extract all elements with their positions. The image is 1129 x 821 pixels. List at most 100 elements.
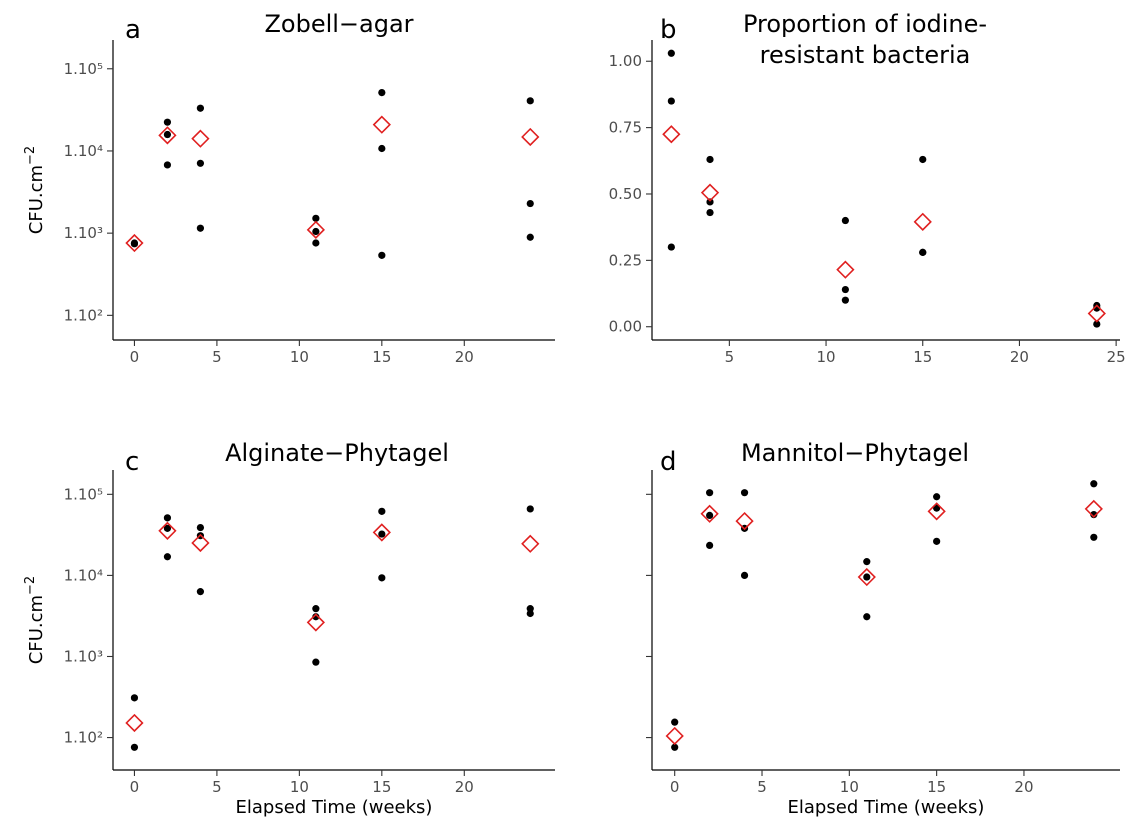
observation-point bbox=[163, 130, 172, 139]
y-tick-label: 1.10⁴ bbox=[64, 566, 103, 584]
panel-title-line: Proportion of iodine- bbox=[743, 10, 987, 38]
series-mean bbox=[125, 115, 540, 253]
panel-letter: c bbox=[125, 447, 139, 477]
observation-point bbox=[863, 558, 871, 566]
y-tick-label: 1.10³ bbox=[64, 224, 103, 242]
observation-point bbox=[919, 155, 927, 164]
x-tick-label: 20 bbox=[455, 778, 474, 796]
x-tick-label: 25 bbox=[1107, 348, 1126, 366]
series-mean bbox=[665, 499, 1103, 746]
x-tick-label: 0 bbox=[130, 778, 140, 796]
panel-title-line: resistant bacteria bbox=[760, 41, 971, 69]
panel-letter: b bbox=[660, 15, 677, 45]
observation-point bbox=[706, 541, 714, 550]
x-tick-label: 20 bbox=[1010, 348, 1029, 366]
panel-a: a Zobell−agar 0 5 10 15 20 1.10² 1.10³ 1.10⁴ 1.10⁵… bbox=[23, 10, 555, 366]
observation-point bbox=[933, 504, 941, 512]
observation-point bbox=[1090, 533, 1098, 541]
series-observations bbox=[130, 505, 534, 751]
observation-point bbox=[740, 489, 749, 497]
x-tick-label: 20 bbox=[455, 348, 474, 366]
y-tick-label: 1.10⁵ bbox=[64, 485, 103, 503]
observation-point bbox=[667, 97, 675, 105]
x-tick-label: 0 bbox=[130, 348, 140, 366]
y-tick-label: 1.10⁴ bbox=[64, 142, 103, 160]
mean-diamond bbox=[306, 220, 325, 239]
observation-point bbox=[196, 523, 205, 532]
y-axis-title: CFU.cm−2 bbox=[23, 576, 47, 664]
mean-diamond bbox=[927, 502, 946, 521]
mean-diamond bbox=[665, 726, 684, 746]
mean-diamond bbox=[125, 233, 144, 253]
mean-diamond bbox=[735, 511, 754, 531]
x-tick-label: 15 bbox=[372, 778, 391, 796]
x-axis-title: Elapsed Time (weeks) bbox=[788, 797, 985, 818]
x-tick-label: 15 bbox=[372, 348, 391, 366]
observation-point bbox=[163, 514, 172, 522]
y-axis-title-superscript: −2 bbox=[23, 576, 38, 595]
observation-point bbox=[163, 161, 172, 169]
observation-point bbox=[526, 233, 534, 241]
observation-point bbox=[1093, 320, 1101, 328]
panel-letter: a bbox=[125, 15, 141, 45]
observation-point bbox=[706, 208, 714, 217]
observation-point bbox=[378, 89, 386, 97]
observation-point bbox=[163, 524, 172, 532]
observation-point bbox=[378, 574, 386, 582]
y-tick-label: 0.00 bbox=[609, 318, 642, 336]
panel-letter: d bbox=[660, 447, 677, 477]
panel-title: Zobell−agar bbox=[264, 10, 413, 38]
observation-point bbox=[163, 553, 172, 561]
observation-point bbox=[378, 251, 386, 259]
observation-point bbox=[526, 97, 534, 105]
y-tick-label: 0.50 bbox=[609, 185, 642, 203]
y-tick-label: 0.75 bbox=[609, 119, 642, 137]
mean-diamond bbox=[158, 126, 177, 145]
x-tick-label: 5 bbox=[725, 348, 735, 366]
observation-point bbox=[312, 239, 320, 247]
observation-point bbox=[671, 718, 679, 726]
observation-point bbox=[1090, 510, 1098, 519]
mean-diamond bbox=[1087, 304, 1106, 323]
x-tick-label: 20 bbox=[1014, 778, 1033, 796]
observation-point bbox=[841, 296, 849, 304]
mean-diamond bbox=[158, 521, 177, 540]
observation-point bbox=[526, 609, 534, 618]
observation-point bbox=[312, 227, 320, 236]
observation-point bbox=[312, 658, 320, 666]
y-axis-title-text: CFU.cm bbox=[26, 165, 47, 234]
x-tick-label: 5 bbox=[757, 778, 767, 796]
y-tick-label: 1.10² bbox=[64, 729, 103, 747]
observation-point bbox=[130, 239, 139, 247]
x-tick-label: 10 bbox=[817, 348, 836, 366]
mean-diamond bbox=[372, 523, 391, 542]
observation-point bbox=[378, 530, 386, 538]
observation-point bbox=[130, 694, 139, 702]
observation-point bbox=[671, 743, 679, 751]
observation-point bbox=[196, 224, 205, 232]
y-tick-label: 1.00 bbox=[609, 52, 642, 70]
series-observations bbox=[667, 49, 1101, 328]
y-tick-label: 1.10² bbox=[64, 306, 103, 324]
panel-b: b Proportion of iodine-resistant bacteria… bbox=[609, 10, 1126, 366]
observation-point bbox=[706, 155, 714, 164]
mean-diamond bbox=[191, 533, 210, 553]
observation-point bbox=[863, 613, 871, 621]
observation-point bbox=[196, 159, 205, 167]
y-axis-title: CFU.cm−2 bbox=[23, 146, 47, 234]
observation-point bbox=[378, 144, 386, 153]
y-tick-label: 1.10⁵ bbox=[64, 60, 103, 78]
x-tick-label: 15 bbox=[913, 348, 932, 366]
panel-title: Mannitol−Phytagel bbox=[741, 439, 969, 467]
y-axis-title-text: CFU.cm bbox=[26, 595, 47, 664]
observation-point bbox=[196, 104, 205, 112]
observation-point bbox=[667, 243, 675, 251]
series-observations bbox=[671, 480, 1098, 751]
mean-diamond bbox=[700, 183, 720, 202]
observation-point bbox=[130, 743, 139, 751]
observation-point bbox=[312, 613, 320, 621]
x-tick-label: 10 bbox=[290, 778, 309, 796]
x-tick-label: 15 bbox=[927, 778, 946, 796]
panel-c: c Alginate−Phytagel 0 5 10 15 20 1.10² 1.10³ 1.10… bbox=[23, 439, 555, 818]
